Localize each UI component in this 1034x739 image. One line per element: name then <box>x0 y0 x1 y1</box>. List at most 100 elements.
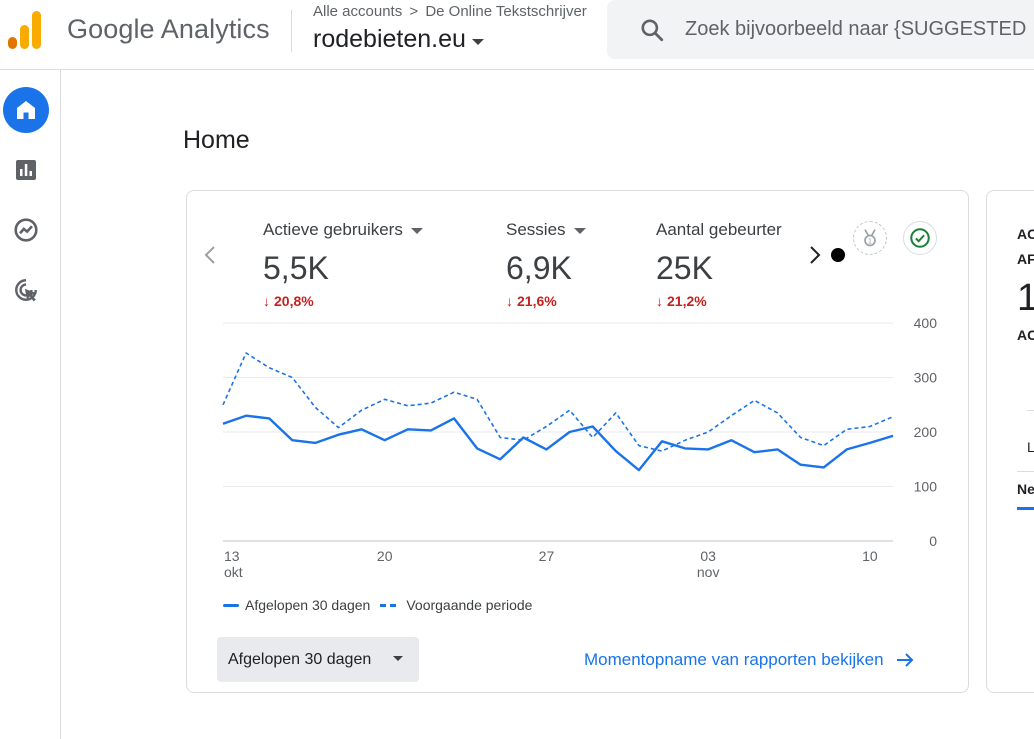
side-card-divider <box>1017 471 1034 472</box>
y-tick-label: 300 <box>914 370 938 386</box>
nav-advertising[interactable] <box>3 267 49 313</box>
logo-bar-medium <box>20 25 29 49</box>
search-input[interactable]: Zoek bijvoorbeeld naar {SUGGESTED <box>685 18 1027 40</box>
metric-label-wrap: Sessies <box>506 220 586 240</box>
top-bar: Google Analytics Alle accounts > De Onli… <box>0 0 1034 70</box>
nav-reports[interactable] <box>3 147 49 193</box>
metric-events[interactable]: Aantal gebeurter 25K ↓ 21,2% <box>656 220 782 309</box>
arrow-down-icon: ↓ <box>506 293 513 309</box>
metric-value: 25K <box>656 250 713 286</box>
chart-grid <box>223 322 893 542</box>
header-divider <box>291 10 292 52</box>
legend-previous: Voorgaande periode <box>380 597 532 613</box>
metric-value: 6,9K <box>506 250 572 286</box>
home-icon <box>17 101 35 119</box>
x-tick-label: 20 <box>377 548 393 564</box>
side-card-text-4: L <box>1027 439 1034 455</box>
check-circle-icon <box>910 228 930 248</box>
property-name: rodebieten.eu <box>313 25 466 53</box>
series-line-previous <box>222 352 894 452</box>
data-quality-button[interactable] <box>903 221 937 255</box>
insights-button[interactable]: 1 <box>853 221 887 255</box>
google-analytics-logo[interactable] <box>8 11 44 49</box>
property-selector[interactable]: rodebieten.eu <box>313 25 484 54</box>
series-line-current <box>222 414 894 472</box>
legend-swatch-dashed <box>380 603 401 607</box>
legend-previous-label: Voorgaande periode <box>406 597 533 613</box>
date-range-label: Afgelopen 30 dagen <box>228 650 372 668</box>
side-card-text-2: AF <box>1017 251 1034 267</box>
x-tick-month-label: nov <box>697 564 720 580</box>
y-tick-label: 100 <box>914 479 938 495</box>
app-name: Google Analytics <box>67 14 270 44</box>
metric-label: Actieve gebruikers <box>263 220 403 239</box>
date-range-dropdown[interactable]: Afgelopen 30 dagen <box>217 637 419 682</box>
side-card-text-3: AC <box>1017 327 1034 343</box>
page-title: Home <box>183 126 250 154</box>
y-tick-label: 0 <box>929 533 937 549</box>
chart-legend: Afgelopen 30 dagen Voorgaande periode <box>223 597 532 613</box>
chevron-right-icon[interactable] <box>808 244 822 266</box>
metric-label-wrap: Actieve gebruikers <box>263 220 423 240</box>
y-tick-label: 200 <box>914 424 938 440</box>
side-card-tab-indicator <box>1017 507 1034 510</box>
metric-label: Sessies <box>506 220 566 239</box>
chart-series <box>222 352 894 472</box>
metric-change: ↓ 21,6% <box>506 293 586 309</box>
x-tick-month-label: okt <box>224 564 243 580</box>
cursor-dot <box>831 248 845 262</box>
side-card-text-1: AC <box>1017 226 1034 242</box>
y-axis-ticks: 0 100 200 300 400 <box>914 315 938 549</box>
metric-change-value: 21,2% <box>667 293 707 309</box>
arrow-down-icon: ↓ <box>656 293 663 309</box>
x-tick-label: 13 <box>224 548 240 564</box>
metric-change: ↓ 21,2% <box>656 293 782 309</box>
breadcrumb-separator: > <box>409 3 419 20</box>
side-card-tab[interactable]: Ne <box>1017 481 1034 497</box>
chevron-down-icon <box>410 228 423 234</box>
logo-bar-small <box>8 37 17 49</box>
metric-sessions[interactable]: Sessies 6,9K ↓ 21,6% <box>506 220 586 309</box>
medal-icon: 1 <box>864 229 876 247</box>
search-bar[interactable]: Zoek bijvoorbeeld naar {SUGGESTED <box>607 0 1034 59</box>
side-card-divider <box>1027 410 1034 411</box>
chevron-down-icon <box>573 228 586 234</box>
view-reports-snapshot-link[interactable]: Momentopname van rapporten bekijken <box>584 650 914 670</box>
breadcrumb[interactable]: Alle accounts > De Online Tekstschrijver <box>313 3 587 20</box>
metric-label: Aantal gebeurter <box>656 220 782 239</box>
explore-icon <box>14 218 38 242</box>
x-tick-label: 27 <box>539 548 555 564</box>
metric-change: ↓ 20,8% <box>263 293 423 309</box>
realtime-card: AC AF 1 AC L Ne <box>986 190 1034 693</box>
side-card-value: 1 <box>1017 277 1034 320</box>
overview-card: Actieve gebruikers 5,5K ↓ 20,8% Sessies … <box>186 190 969 693</box>
metric-change-value: 20,8% <box>274 293 314 309</box>
nav-explore[interactable] <box>3 207 49 253</box>
advertising-icon <box>15 279 37 302</box>
y-tick-label: 400 <box>914 315 938 331</box>
metric-label-wrap: Aantal gebeurter <box>656 220 782 240</box>
logo-bar-large <box>32 11 41 49</box>
legend-current-label: Afgelopen 30 dagen <box>245 597 371 613</box>
chevron-down-icon <box>471 38 484 45</box>
metric-active-users[interactable]: Actieve gebruikers 5,5K ↓ 20,8% <box>263 220 423 309</box>
arrow-right-icon <box>896 653 913 667</box>
nav-home[interactable] <box>3 87 49 133</box>
breadcrumb-all-accounts[interactable]: Alle accounts <box>313 3 403 20</box>
x-tick-label: 10 <box>862 548 878 564</box>
search-icon <box>641 18 664 41</box>
left-navigation <box>0 70 61 739</box>
x-tick-label: 03 <box>700 548 716 564</box>
legend-current: Afgelopen 30 dagen <box>223 597 370 613</box>
report-link-label: Momentopname van rapporten bekijken <box>584 650 884 669</box>
legend-swatch-solid <box>223 603 239 607</box>
svg-text:1: 1 <box>868 237 872 245</box>
metric-change-value: 21,6% <box>517 293 557 309</box>
chevron-down-icon <box>393 656 403 661</box>
chevron-left-icon[interactable] <box>203 244 217 266</box>
breadcrumb-account[interactable]: De Online Tekstschrijver <box>425 3 587 20</box>
metric-value: 5,5K <box>263 250 329 286</box>
reports-icon <box>16 160 36 180</box>
